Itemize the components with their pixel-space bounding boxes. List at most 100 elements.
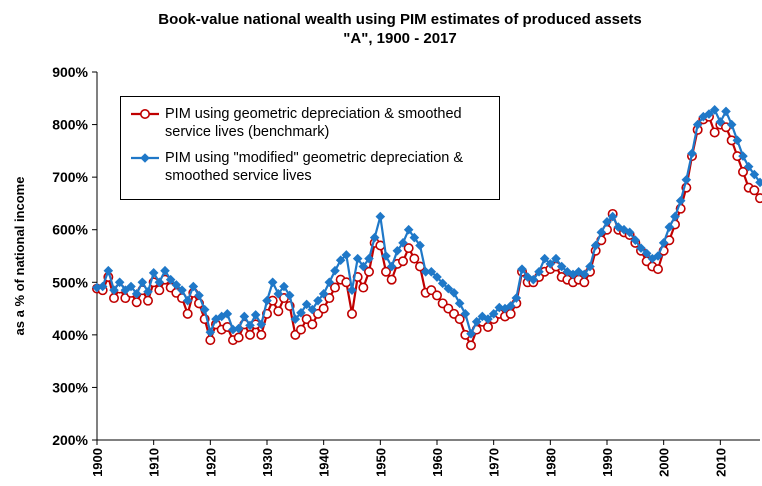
marker <box>585 261 595 272</box>
marker <box>437 278 448 289</box>
marker <box>403 224 414 235</box>
marker <box>358 282 369 293</box>
marker <box>426 266 437 277</box>
marker <box>347 285 357 295</box>
marker <box>267 277 278 288</box>
marker <box>140 109 150 119</box>
marker <box>233 323 244 334</box>
marker <box>363 266 374 277</box>
marker <box>624 227 635 238</box>
marker <box>250 310 261 320</box>
marker <box>670 211 680 222</box>
y-tick-label: 800% <box>52 117 88 133</box>
marker <box>619 224 629 235</box>
marker <box>749 185 760 196</box>
marker <box>431 290 442 301</box>
marker <box>131 297 142 308</box>
marker <box>273 306 284 317</box>
marker <box>364 253 374 264</box>
marker <box>296 307 306 318</box>
marker <box>228 324 238 335</box>
marker <box>256 329 267 340</box>
marker <box>307 304 318 315</box>
marker <box>131 289 142 299</box>
marker <box>171 280 182 290</box>
marker <box>613 222 624 232</box>
x-tick-label: 1930 <box>260 448 275 477</box>
marker <box>737 166 748 177</box>
marker <box>177 285 187 295</box>
marker <box>205 335 216 346</box>
marker <box>114 277 125 288</box>
marker <box>403 243 414 254</box>
marker <box>148 268 159 278</box>
marker <box>330 265 340 276</box>
marker <box>154 277 165 288</box>
y-tick-label: 300% <box>52 379 88 395</box>
y-tick-label: 900% <box>52 64 88 80</box>
marker <box>222 309 233 319</box>
x-tick-label: 1940 <box>317 448 332 477</box>
marker <box>692 119 703 130</box>
marker <box>630 235 641 246</box>
x-tick-label: 2000 <box>657 448 672 477</box>
marker <box>709 127 720 138</box>
marker <box>743 161 754 172</box>
marker <box>386 274 397 285</box>
marker <box>709 105 720 115</box>
marker <box>721 106 731 117</box>
marker <box>602 217 612 227</box>
x-tick-label: 1960 <box>430 448 445 477</box>
marker <box>534 266 544 277</box>
marker <box>358 261 369 272</box>
marker <box>143 286 153 297</box>
legend: PIM using geometric depreciation & smoot… <box>120 96 500 200</box>
marker <box>352 253 363 264</box>
marker <box>675 196 686 206</box>
marker <box>517 264 527 274</box>
marker <box>551 253 561 264</box>
marker <box>140 153 150 163</box>
marker <box>732 135 743 146</box>
x-tick-label: 1910 <box>147 448 162 477</box>
marker <box>392 245 403 256</box>
marker <box>681 174 692 185</box>
marker <box>432 272 442 282</box>
marker <box>233 332 244 343</box>
marker <box>109 285 119 295</box>
marker <box>245 320 255 331</box>
y-tick-label: 700% <box>52 169 88 185</box>
chart-title: Book-value national wealth using PIM est… <box>158 11 641 28</box>
x-tick-label: 1950 <box>373 448 388 477</box>
x-tick-label: 1980 <box>543 448 558 477</box>
marker <box>273 289 284 299</box>
marker <box>687 148 697 159</box>
marker <box>454 298 465 309</box>
marker <box>279 281 289 292</box>
x-tick-label: 2010 <box>713 448 728 477</box>
marker <box>641 248 652 259</box>
marker <box>511 293 522 303</box>
legend-swatch <box>131 153 159 163</box>
marker <box>381 251 391 261</box>
marker <box>596 227 607 238</box>
marker <box>126 281 136 292</box>
marker <box>658 238 669 248</box>
marker <box>97 281 108 292</box>
y-axis-label: as a % of national income <box>12 177 27 336</box>
marker <box>465 340 476 351</box>
marker <box>471 316 482 327</box>
y-tick-label: 600% <box>52 222 88 238</box>
marker <box>369 232 380 243</box>
marker <box>160 265 170 276</box>
marker <box>154 285 165 296</box>
marker <box>483 314 493 324</box>
marker <box>346 308 357 319</box>
marker <box>239 311 250 322</box>
marker <box>216 311 227 322</box>
chart-title: "A", 1900 - 2017 <box>343 30 456 47</box>
legend-item: PIM using "modified" geometric depreciat… <box>129 149 491 185</box>
legend-swatch <box>131 109 159 119</box>
